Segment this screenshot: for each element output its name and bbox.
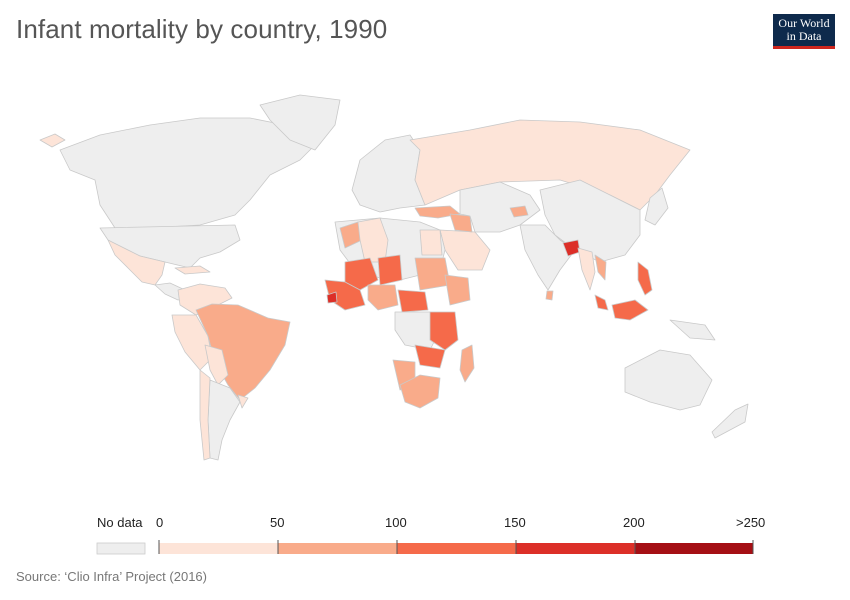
legend-no-data-label: No data (97, 515, 143, 530)
region-australia[interactable] (624, 349, 713, 411)
country-uruguay[interactable] (237, 394, 249, 409)
logo-line-1: Our World (778, 16, 830, 30)
region-canada-alaska[interactable] (59, 117, 321, 229)
legend-bin-0-50[interactable] (159, 543, 278, 554)
region-japan-korea[interactable] (644, 187, 669, 226)
country-niger[interactable] (377, 254, 403, 286)
country-myanmar-thailand[interactable] (577, 247, 596, 291)
country-saudi-arabia[interactable] (439, 229, 491, 271)
country-sri-lanka[interactable] (545, 290, 554, 301)
country-turkey[interactable] (414, 205, 461, 219)
logo-line-2: in Data (786, 29, 822, 43)
country-chile[interactable] (199, 369, 211, 461)
country-uzbekistan[interactable] (509, 205, 529, 218)
legend-tick-100: 100 (385, 515, 407, 530)
country-ethiopia[interactable] (444, 274, 471, 306)
legend-bin-50-100[interactable] (278, 543, 397, 554)
country-india[interactable] (519, 224, 576, 291)
region-central-asia-iran[interactable] (459, 181, 541, 233)
country-tanzania-kenya[interactable] (429, 311, 459, 351)
country-peru-ecuador[interactable] (171, 314, 213, 371)
region-greenland[interactable] (259, 94, 341, 151)
country-malaysia[interactable] (594, 294, 609, 311)
country-nigeria[interactable] (367, 284, 399, 311)
country-vietnam[interactable] (594, 254, 607, 281)
country-iraq-syria[interactable] (449, 213, 473, 233)
legend-tick-0: 0 (156, 515, 164, 530)
legend-bin-200-250[interactable] (635, 543, 753, 554)
legend-bin-100-150[interactable] (397, 543, 516, 554)
country-madagascar[interactable] (459, 344, 475, 383)
chart-title: Infant mortality by country, 1990 (16, 14, 388, 44)
region-new-zealand[interactable] (711, 403, 749, 439)
region-papua[interactable] (669, 319, 716, 341)
region-europe[interactable] (351, 134, 426, 213)
region-china-mongolia[interactable] (539, 179, 641, 263)
country-philippines[interactable] (637, 261, 653, 296)
country-sierra-leone[interactable] (326, 291, 338, 304)
legend-bin-150-200[interactable] (516, 543, 635, 554)
country-bolivia-paraguay[interactable] (204, 344, 229, 386)
country-venezuela-colombia[interactable] (177, 283, 233, 316)
legend-no-data-swatch[interactable] (96, 542, 146, 555)
country-egypt[interactable] (419, 229, 443, 256)
country-central-african[interactable] (397, 289, 429, 313)
legend-tick-250: >250 (736, 515, 766, 530)
legend-bar (96, 540, 754, 555)
country-south-africa[interactable] (399, 374, 441, 409)
country-zambia-malawi[interactable] (414, 344, 446, 369)
legend-tick-150: 150 (504, 515, 526, 530)
country-iceland[interactable] (39, 133, 66, 148)
country-indonesia[interactable] (611, 299, 649, 321)
source-note: Source: ‘Clio Infra’ Project (2016) (16, 569, 207, 584)
world-map (39, 94, 749, 461)
country-sudan[interactable] (414, 257, 451, 291)
country-cuba[interactable] (174, 265, 211, 275)
owid-logo[interactable]: Our World in Data (773, 14, 835, 49)
legend-tick-200: 200 (623, 515, 645, 530)
legend-tick-50: 50 (270, 515, 285, 530)
